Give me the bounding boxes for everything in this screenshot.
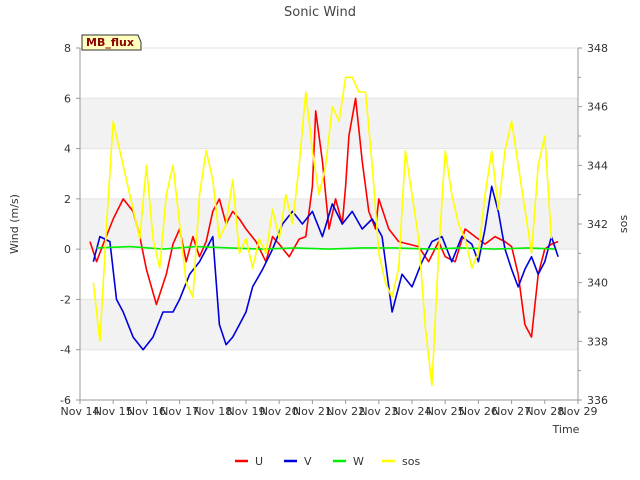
x-tick-label-8: Nov 22 <box>326 405 365 418</box>
legend-label-u: U <box>255 455 263 468</box>
x-tick-label-4: Nov 18 <box>193 405 232 418</box>
y2-axis-label: sos <box>617 215 630 233</box>
mb-flux-badge: MB_flux <box>81 34 142 51</box>
y2-tick-label-2: 340 <box>587 277 608 290</box>
y2-tick-label-5: 346 <box>587 101 608 114</box>
x-tick-label-14: Nov 28 <box>525 405 564 418</box>
x-tick-label-6: Nov 20 <box>260 405 299 418</box>
series-line-v <box>92 185 559 351</box>
x-tick-label-12: Nov 26 <box>459 405 498 418</box>
y-tick-label-1: -4 <box>60 344 71 357</box>
y-tick-label-4: 2 <box>64 193 71 206</box>
band-1 <box>80 299 578 350</box>
y-tick-label-3: 0 <box>64 243 71 256</box>
x-tick-label-5: Nov 19 <box>227 405 266 418</box>
legend-label-sos: sos <box>402 455 420 468</box>
plot-background-bands <box>80 48 578 400</box>
band-2 <box>80 249 578 300</box>
mb-flux-badge-label: MB_flux <box>86 36 134 49</box>
y2-tick-labels: 336 338 340 342 344 346 348 <box>587 42 608 407</box>
y-tick-label-7: 8 <box>64 42 71 55</box>
x-tick-label-10: Nov 24 <box>393 405 432 418</box>
x-axis-label: Time <box>552 423 580 436</box>
y2-tick-label-6: 348 <box>587 42 608 55</box>
chart-title: Sonic Wind <box>284 5 356 20</box>
x-tick-label-13: Nov 27 <box>492 405 531 418</box>
x-tick-label-2: Nov 16 <box>127 405 166 418</box>
x-tick-label-15: Nov 29 <box>559 405 598 418</box>
y-tick-labels: -6 -4 -2 0 2 4 6 8 <box>60 42 71 407</box>
x-tick-label-7: Nov 21 <box>293 405 332 418</box>
band-4 <box>80 148 578 199</box>
y2-tick-label-4: 344 <box>587 159 608 172</box>
legend-label-w: W <box>353 455 364 468</box>
y-tick-label-0: -6 <box>60 394 71 407</box>
y2-tick-label-3: 342 <box>587 218 608 231</box>
series-line-w <box>96 245 555 250</box>
y-tick-label-5: 4 <box>64 143 71 156</box>
x-tick-label-1: Nov 15 <box>94 405 133 418</box>
band-0 <box>80 349 578 400</box>
legend-label-v: V <box>304 455 312 468</box>
series-layer <box>89 76 559 387</box>
band-6 <box>80 48 578 99</box>
y2-tick-label-0: 336 <box>587 394 608 407</box>
y-tick-label-2: -2 <box>60 293 71 306</box>
y-tick-label-6: 6 <box>64 92 71 105</box>
x-tick-label-0: Nov 14 <box>61 405 100 418</box>
x-tick-label-11: Nov 25 <box>426 405 465 418</box>
axes-layer <box>76 47 582 404</box>
y2-tick-label-1: 338 <box>587 335 608 348</box>
y-axis-label: Wind (m/s) <box>8 194 21 254</box>
series-line-sos <box>92 76 553 387</box>
x-tick-label-9: Nov 23 <box>359 405 398 418</box>
x-tick-label-3: Nov 17 <box>160 405 199 418</box>
